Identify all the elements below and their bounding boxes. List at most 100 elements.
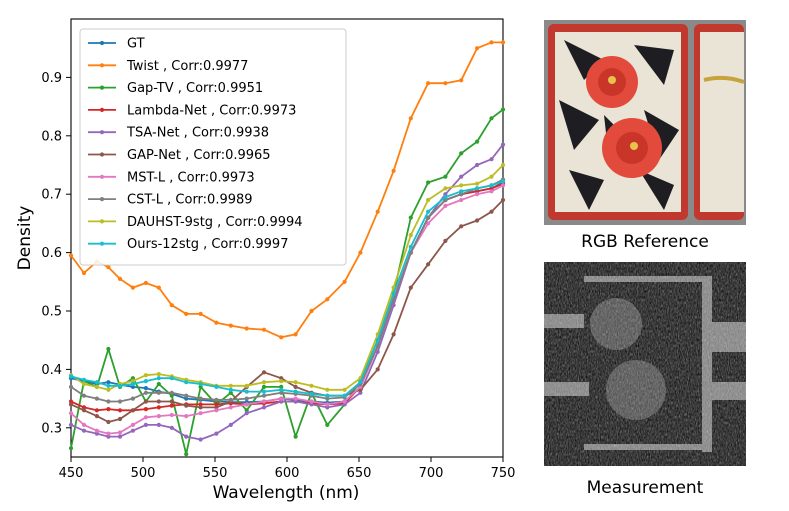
x-tick-label: 550: [203, 466, 228, 481]
data-point: [443, 195, 448, 200]
data-point: [81, 422, 87, 427]
data-point: [94, 428, 99, 433]
data-point: [475, 186, 480, 191]
data-point: [459, 174, 464, 179]
series-line: [70, 108, 504, 456]
data-point: [325, 297, 330, 302]
data-point: [106, 419, 111, 425]
data-point: [156, 414, 161, 419]
data-point: [117, 276, 123, 281]
data-point: [156, 390, 161, 395]
data-point: [261, 380, 267, 385]
data-point: [309, 391, 314, 396]
legend-label: Lambda-Net , Corr:0.9973: [127, 103, 296, 118]
data-point: [106, 387, 111, 392]
data-point: [293, 389, 298, 394]
data-point: [261, 384, 267, 389]
legend-item: DAUHST-9stg , Corr:0.9994: [88, 215, 303, 230]
legend-item: CST-L , Corr:0.9989: [88, 193, 253, 208]
data-point: [184, 380, 189, 385]
y-tick-label: 0.4: [41, 363, 62, 378]
data-point: [426, 180, 431, 185]
data-point: [489, 40, 494, 45]
data-point: [228, 323, 233, 328]
data-point: [81, 377, 87, 382]
data-point: [228, 387, 233, 392]
legend-item: GAP-Net , Corr:0.9965: [88, 148, 271, 163]
data-point: [426, 209, 431, 214]
data-point: [228, 422, 233, 427]
legend-label: Twist , Corr:0.9977: [126, 59, 248, 74]
data-point: [279, 390, 284, 395]
data-point: [156, 405, 161, 410]
data-point: [244, 326, 249, 331]
legend-marker: [99, 40, 105, 46]
data-point: [143, 379, 148, 384]
data-point: [358, 390, 363, 395]
legend-label: MST-L , Corr:0.9973: [127, 170, 255, 185]
data-point: [169, 425, 174, 430]
legend-marker: [99, 107, 105, 112]
data-point: [169, 376, 174, 381]
data-point: [169, 403, 174, 408]
legend-item: Gap-TV , Corr:0.9951: [88, 81, 263, 96]
data-point: [375, 367, 380, 372]
data-point: [117, 383, 123, 388]
data-point: [309, 402, 314, 407]
series-6: [68, 183, 506, 436]
data-point: [156, 372, 161, 377]
data-point: [279, 376, 284, 381]
data-point: [81, 270, 87, 276]
data-point: [94, 414, 99, 419]
data-point: [68, 399, 74, 404]
data-point: [94, 384, 99, 389]
x-tick-label: 500: [131, 466, 156, 481]
data-point: [342, 387, 347, 392]
data-point: [184, 311, 189, 316]
data-point: [244, 389, 249, 394]
data-point: [293, 384, 298, 389]
data-point: [106, 399, 111, 404]
data-point: [475, 192, 480, 197]
data-point: [342, 399, 347, 404]
data-point: [214, 431, 219, 436]
data-point: [279, 387, 284, 392]
data-point: [214, 408, 219, 413]
data-point: [130, 285, 135, 290]
y-tick-label: 0.7: [41, 188, 62, 203]
series-8: [68, 162, 506, 392]
series-line: [70, 184, 504, 435]
data-point: [325, 422, 330, 427]
data-point: [489, 186, 494, 191]
data-point: [261, 327, 267, 332]
data-point: [426, 81, 431, 86]
data-point: [261, 370, 267, 375]
data-point: [500, 40, 506, 45]
data-point: [169, 399, 174, 404]
data-point: [443, 174, 448, 179]
data-point: [68, 411, 74, 416]
legend-box: [79, 28, 347, 266]
series-line: [70, 164, 504, 391]
legend-marker: [99, 197, 105, 202]
data-point: [214, 397, 219, 402]
data-point: [106, 431, 111, 436]
data-point: [475, 139, 480, 144]
data-point: [214, 384, 219, 389]
legend-marker: [99, 241, 105, 246]
data-point: [426, 215, 431, 220]
data-point: [408, 285, 413, 290]
data-point: [106, 346, 111, 352]
data-point: [117, 434, 123, 439]
data-point: [443, 238, 448, 243]
data-point: [293, 399, 298, 404]
legend-label: GAP-Net , Corr:0.9965: [127, 148, 271, 163]
y-tick-label: 0.8: [41, 129, 62, 144]
data-point: [184, 403, 189, 408]
data-point: [184, 452, 189, 457]
data-point: [489, 116, 494, 121]
data-point: [459, 189, 464, 194]
data-point: [130, 422, 135, 427]
series-line: [70, 178, 504, 403]
data-point: [489, 209, 494, 214]
